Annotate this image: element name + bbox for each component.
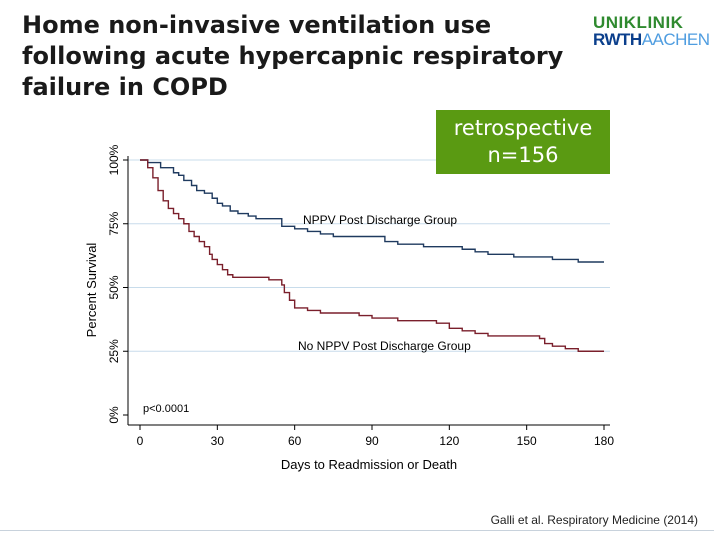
bottom-divider — [0, 530, 714, 531]
y-tick-label-25: 25% — [107, 339, 121, 363]
x-tick-label-180: 180 — [594, 434, 614, 448]
series-label-nppv: NPPV Post Discharge Group — [303, 213, 457, 227]
x-tick-label-0: 0 — [137, 434, 144, 448]
x-tick-label-90: 90 — [365, 434, 379, 448]
x-tick-label-60: 60 — [288, 434, 302, 448]
x-tick-label-120: 120 — [439, 434, 459, 448]
y-tick-label-50: 50% — [107, 275, 121, 299]
y-tick-label-100: 100% — [107, 144, 121, 175]
survival-chart: 0% 25% 50% 75% 100% 0 30 60 90 120 150 180 Percent… — [0, 0, 714, 535]
p-value-annotation: p<0.0001 — [143, 403, 189, 415]
survival-curve-no-nppv — [140, 160, 604, 351]
series-label-no-nppv: No NPPV Post Discharge Group — [298, 339, 471, 353]
grid-layer — [128, 160, 610, 351]
y-axis-title: Percent Survival — [84, 243, 99, 338]
x-tick-label-150: 150 — [517, 434, 537, 448]
citation: Galli et al. Respiratory Medicine (2014) — [491, 513, 698, 527]
x-axis-title: Days to Readmission or Death — [281, 457, 457, 472]
y-tick-label-0: 0% — [107, 406, 121, 424]
badge-line-2: n=156 — [436, 142, 610, 169]
series-layer — [140, 160, 604, 351]
axis-layer — [128, 156, 610, 425]
x-ticks: 0 30 60 90 120 150 180 — [137, 425, 615, 448]
study-badge: retrospective n=156 — [436, 110, 610, 174]
y-tick-label-75: 75% — [107, 211, 121, 235]
badge-line-1: retrospective — [436, 115, 610, 142]
y-ticks: 0% 25% 50% 75% 100% — [107, 144, 128, 423]
x-tick-label-30: 30 — [211, 434, 225, 448]
